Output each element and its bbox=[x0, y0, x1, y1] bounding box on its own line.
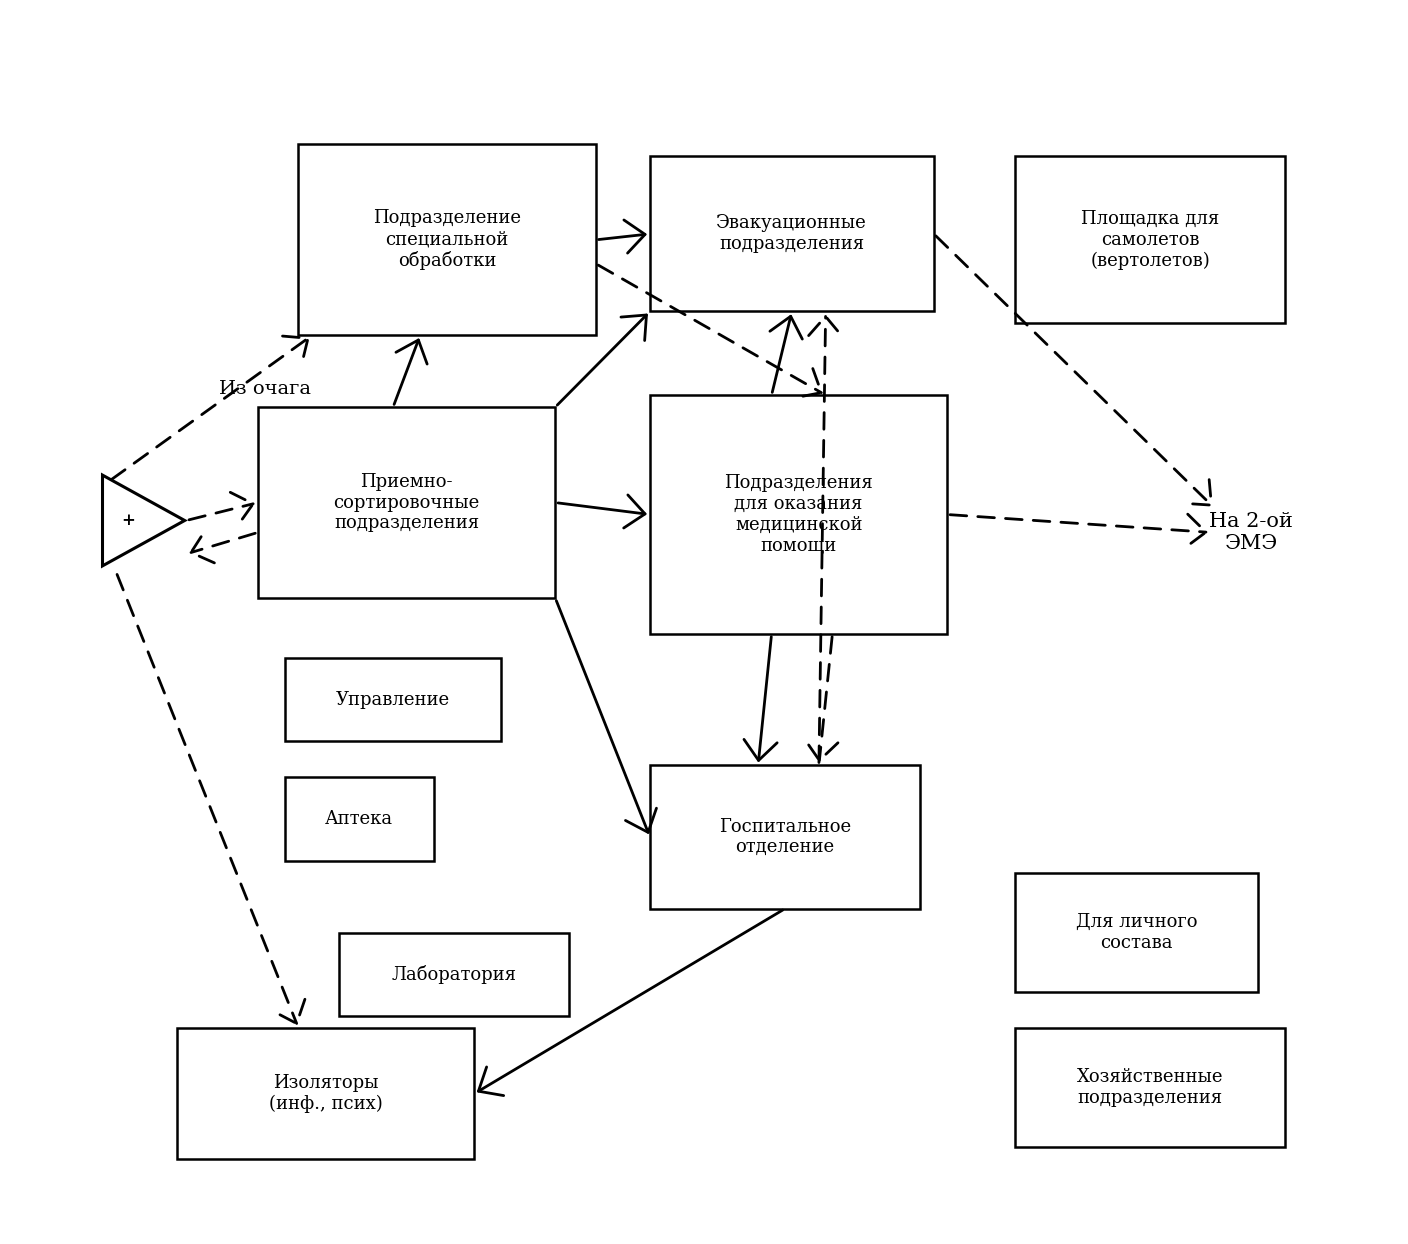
FancyBboxPatch shape bbox=[1015, 1028, 1286, 1147]
Text: Из очага: Из очага bbox=[218, 381, 311, 398]
FancyBboxPatch shape bbox=[298, 144, 596, 336]
FancyBboxPatch shape bbox=[650, 765, 921, 908]
Text: Приемно-
сортировочные
подразделения: Приемно- сортировочные подразделения bbox=[334, 473, 480, 532]
FancyBboxPatch shape bbox=[284, 658, 501, 741]
FancyBboxPatch shape bbox=[650, 157, 934, 311]
Text: Эвакуационные
подразделения: Эвакуационные подразделения bbox=[717, 214, 867, 254]
Text: На 2-ой
ЭМЭ: На 2-ой ЭМЭ bbox=[1209, 513, 1294, 552]
FancyBboxPatch shape bbox=[1015, 157, 1286, 323]
Text: Хозяйственные
подразделения: Хозяйственные подразделения bbox=[1077, 1069, 1224, 1107]
Text: Подразделение
специальной
обработки: Подразделение специальной обработки bbox=[373, 209, 521, 270]
Text: Управление: Управление bbox=[337, 690, 451, 709]
Text: Аптека: Аптека bbox=[325, 810, 393, 829]
FancyBboxPatch shape bbox=[284, 778, 434, 861]
FancyBboxPatch shape bbox=[258, 407, 555, 598]
Text: Для личного
состава: Для личного состава bbox=[1076, 913, 1197, 952]
FancyBboxPatch shape bbox=[339, 933, 569, 1016]
Text: Лаборатория: Лаборатория bbox=[391, 965, 517, 984]
FancyBboxPatch shape bbox=[650, 396, 948, 634]
Text: Изоляторы
(инф., псих): Изоляторы (инф., псих) bbox=[269, 1074, 383, 1113]
Text: Площадка для
самолетов
(вертолетов): Площадка для самолетов (вертолетов) bbox=[1081, 210, 1219, 270]
Text: Госпитальное
отделение: Госпитальное отделение bbox=[719, 817, 852, 856]
FancyBboxPatch shape bbox=[177, 1028, 474, 1159]
Text: +: + bbox=[121, 513, 135, 529]
FancyBboxPatch shape bbox=[1015, 873, 1259, 993]
Text: Подразделения
для оказания
медицинской
помощи: Подразделения для оказания медицинской п… bbox=[724, 474, 873, 555]
